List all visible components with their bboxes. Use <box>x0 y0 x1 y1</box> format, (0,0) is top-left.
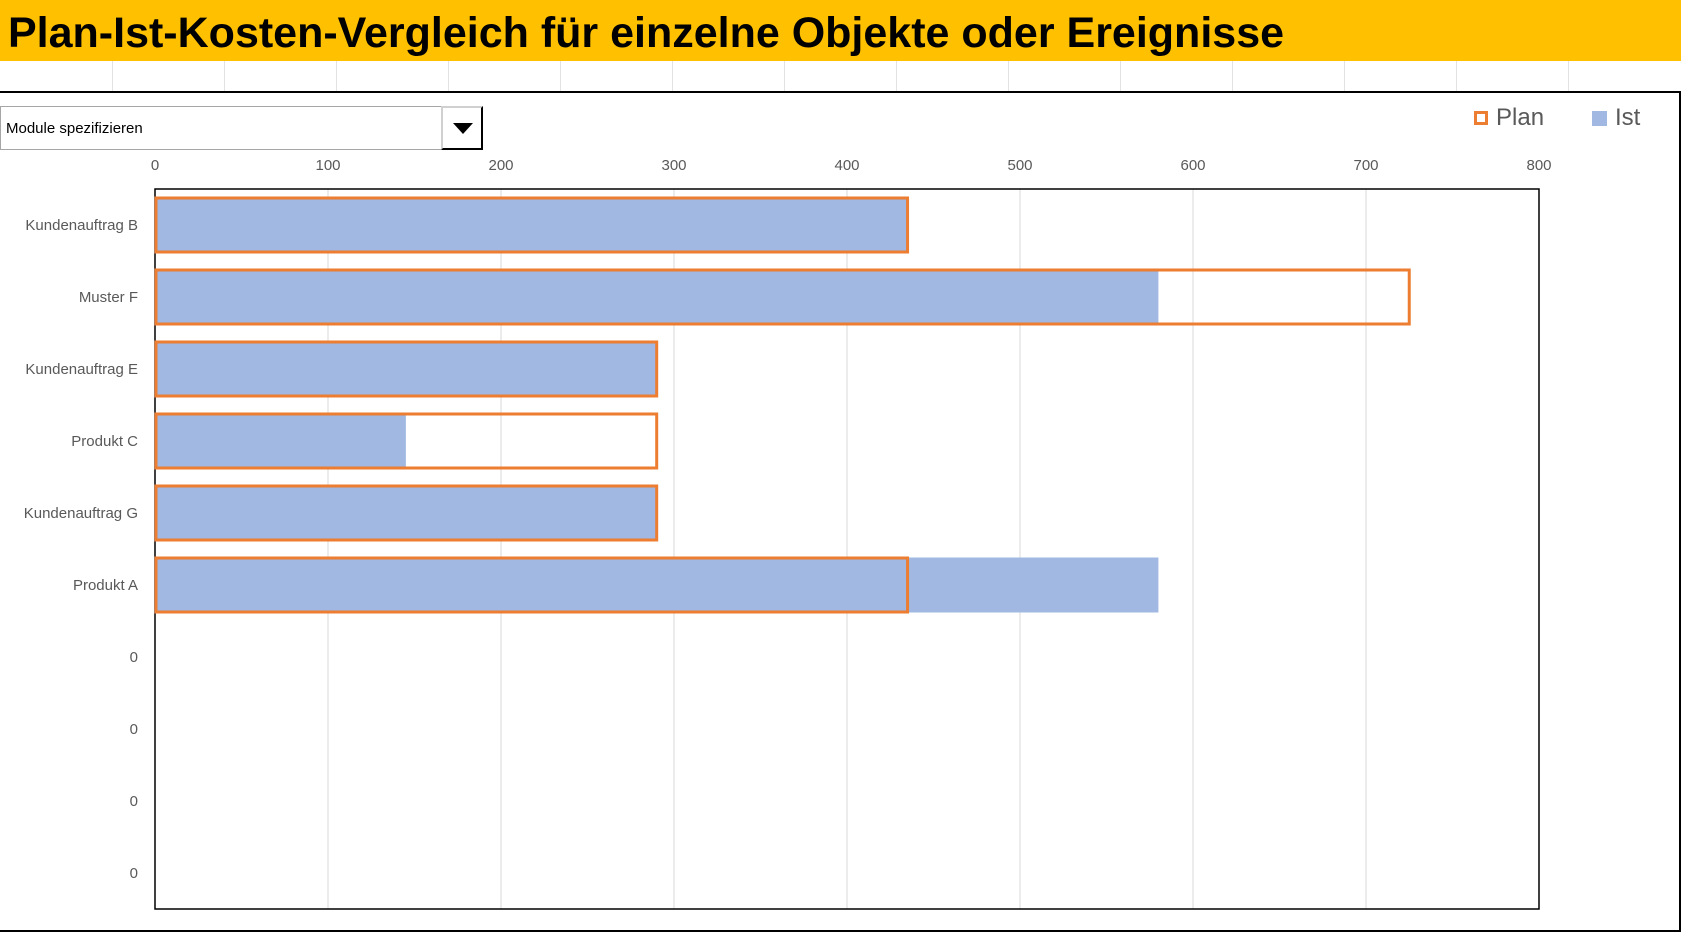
cell-divider <box>1456 61 1457 91</box>
x-tick-label: 800 <box>1526 157 1551 174</box>
plot-area-frame <box>154 188 1540 910</box>
bar-plan <box>154 412 659 470</box>
category-label: 0 <box>130 649 138 666</box>
x-tick-label: 200 <box>488 157 513 174</box>
dropdown-toggle-button[interactable] <box>441 106 483 150</box>
x-tick-label: 0 <box>151 157 159 174</box>
x-tick-label: 700 <box>1353 157 1378 174</box>
x-tick-label: 300 <box>661 157 686 174</box>
cell-divider <box>1568 61 1569 91</box>
cell-divider <box>224 61 225 91</box>
bar-ist <box>155 413 406 469</box>
cell-divider <box>672 61 673 91</box>
bar-plan <box>154 556 910 614</box>
cell-divider <box>560 61 561 91</box>
category-label: Produkt A <box>73 577 138 594</box>
legend-item-plan: Plan <box>1474 104 1544 132</box>
legend-ist-swatch <box>1592 110 1607 126</box>
bar-ist <box>155 341 657 397</box>
bar-ist <box>155 197 908 253</box>
bar-chart: 0 100 200 300 400 500 600 700 800 Kundenauftrag B… <box>24 157 1552 910</box>
triangle-down-icon <box>453 123 473 134</box>
category-label: Muster F <box>79 289 138 306</box>
bar-ist <box>155 485 657 541</box>
bar-plan <box>154 340 659 398</box>
cell-divider <box>1008 61 1009 91</box>
category-label: Produkt C <box>71 433 138 450</box>
legend-ist-label: Ist <box>1615 104 1641 131</box>
module-select-dropdown[interactable]: Module spezifizieren <box>0 106 483 150</box>
category-label: 0 <box>130 865 138 882</box>
category-label: Kundenauftrag B <box>25 217 138 234</box>
cell-divider <box>112 61 113 91</box>
category-label: Kundenauftrag G <box>24 505 138 522</box>
page-title: Plan-Ist-Kosten-Vergleich für einzelne O… <box>8 9 1285 57</box>
spreadsheet-row <box>0 61 1681 93</box>
cell-divider <box>896 61 897 91</box>
category-label: 0 <box>130 721 138 738</box>
bar-plan <box>154 196 910 254</box>
dropdown-selected-value: Module spezifizieren <box>6 120 143 137</box>
cell-divider <box>336 61 337 91</box>
chart-panel <box>0 92 1681 932</box>
title-bar: Plan-Ist-Kosten-Vergleich für einzelne O… <box>0 0 1681 62</box>
cell-divider <box>448 61 449 91</box>
cell-divider <box>1232 61 1233 91</box>
bar-ist <box>155 269 1159 325</box>
x-tick-label: 400 <box>834 157 859 174</box>
x-tick-label: 600 <box>1180 157 1205 174</box>
category-label: Kundenauftrag E <box>25 361 138 378</box>
bar-plan <box>154 484 659 542</box>
legend-item-ist: Ist <box>1592 104 1640 132</box>
legend-plan-label: Plan <box>1496 104 1545 131</box>
legend-plan-swatch <box>1474 111 1488 125</box>
x-tick-label: 500 <box>1007 157 1032 174</box>
cell-divider <box>784 61 785 91</box>
x-tick-label: 100 <box>315 157 340 174</box>
category-label: 0 <box>130 793 138 810</box>
cell-divider <box>1120 61 1121 91</box>
bar-plan <box>154 268 1411 326</box>
bar-ist <box>155 557 1159 613</box>
cell-divider <box>1344 61 1345 91</box>
